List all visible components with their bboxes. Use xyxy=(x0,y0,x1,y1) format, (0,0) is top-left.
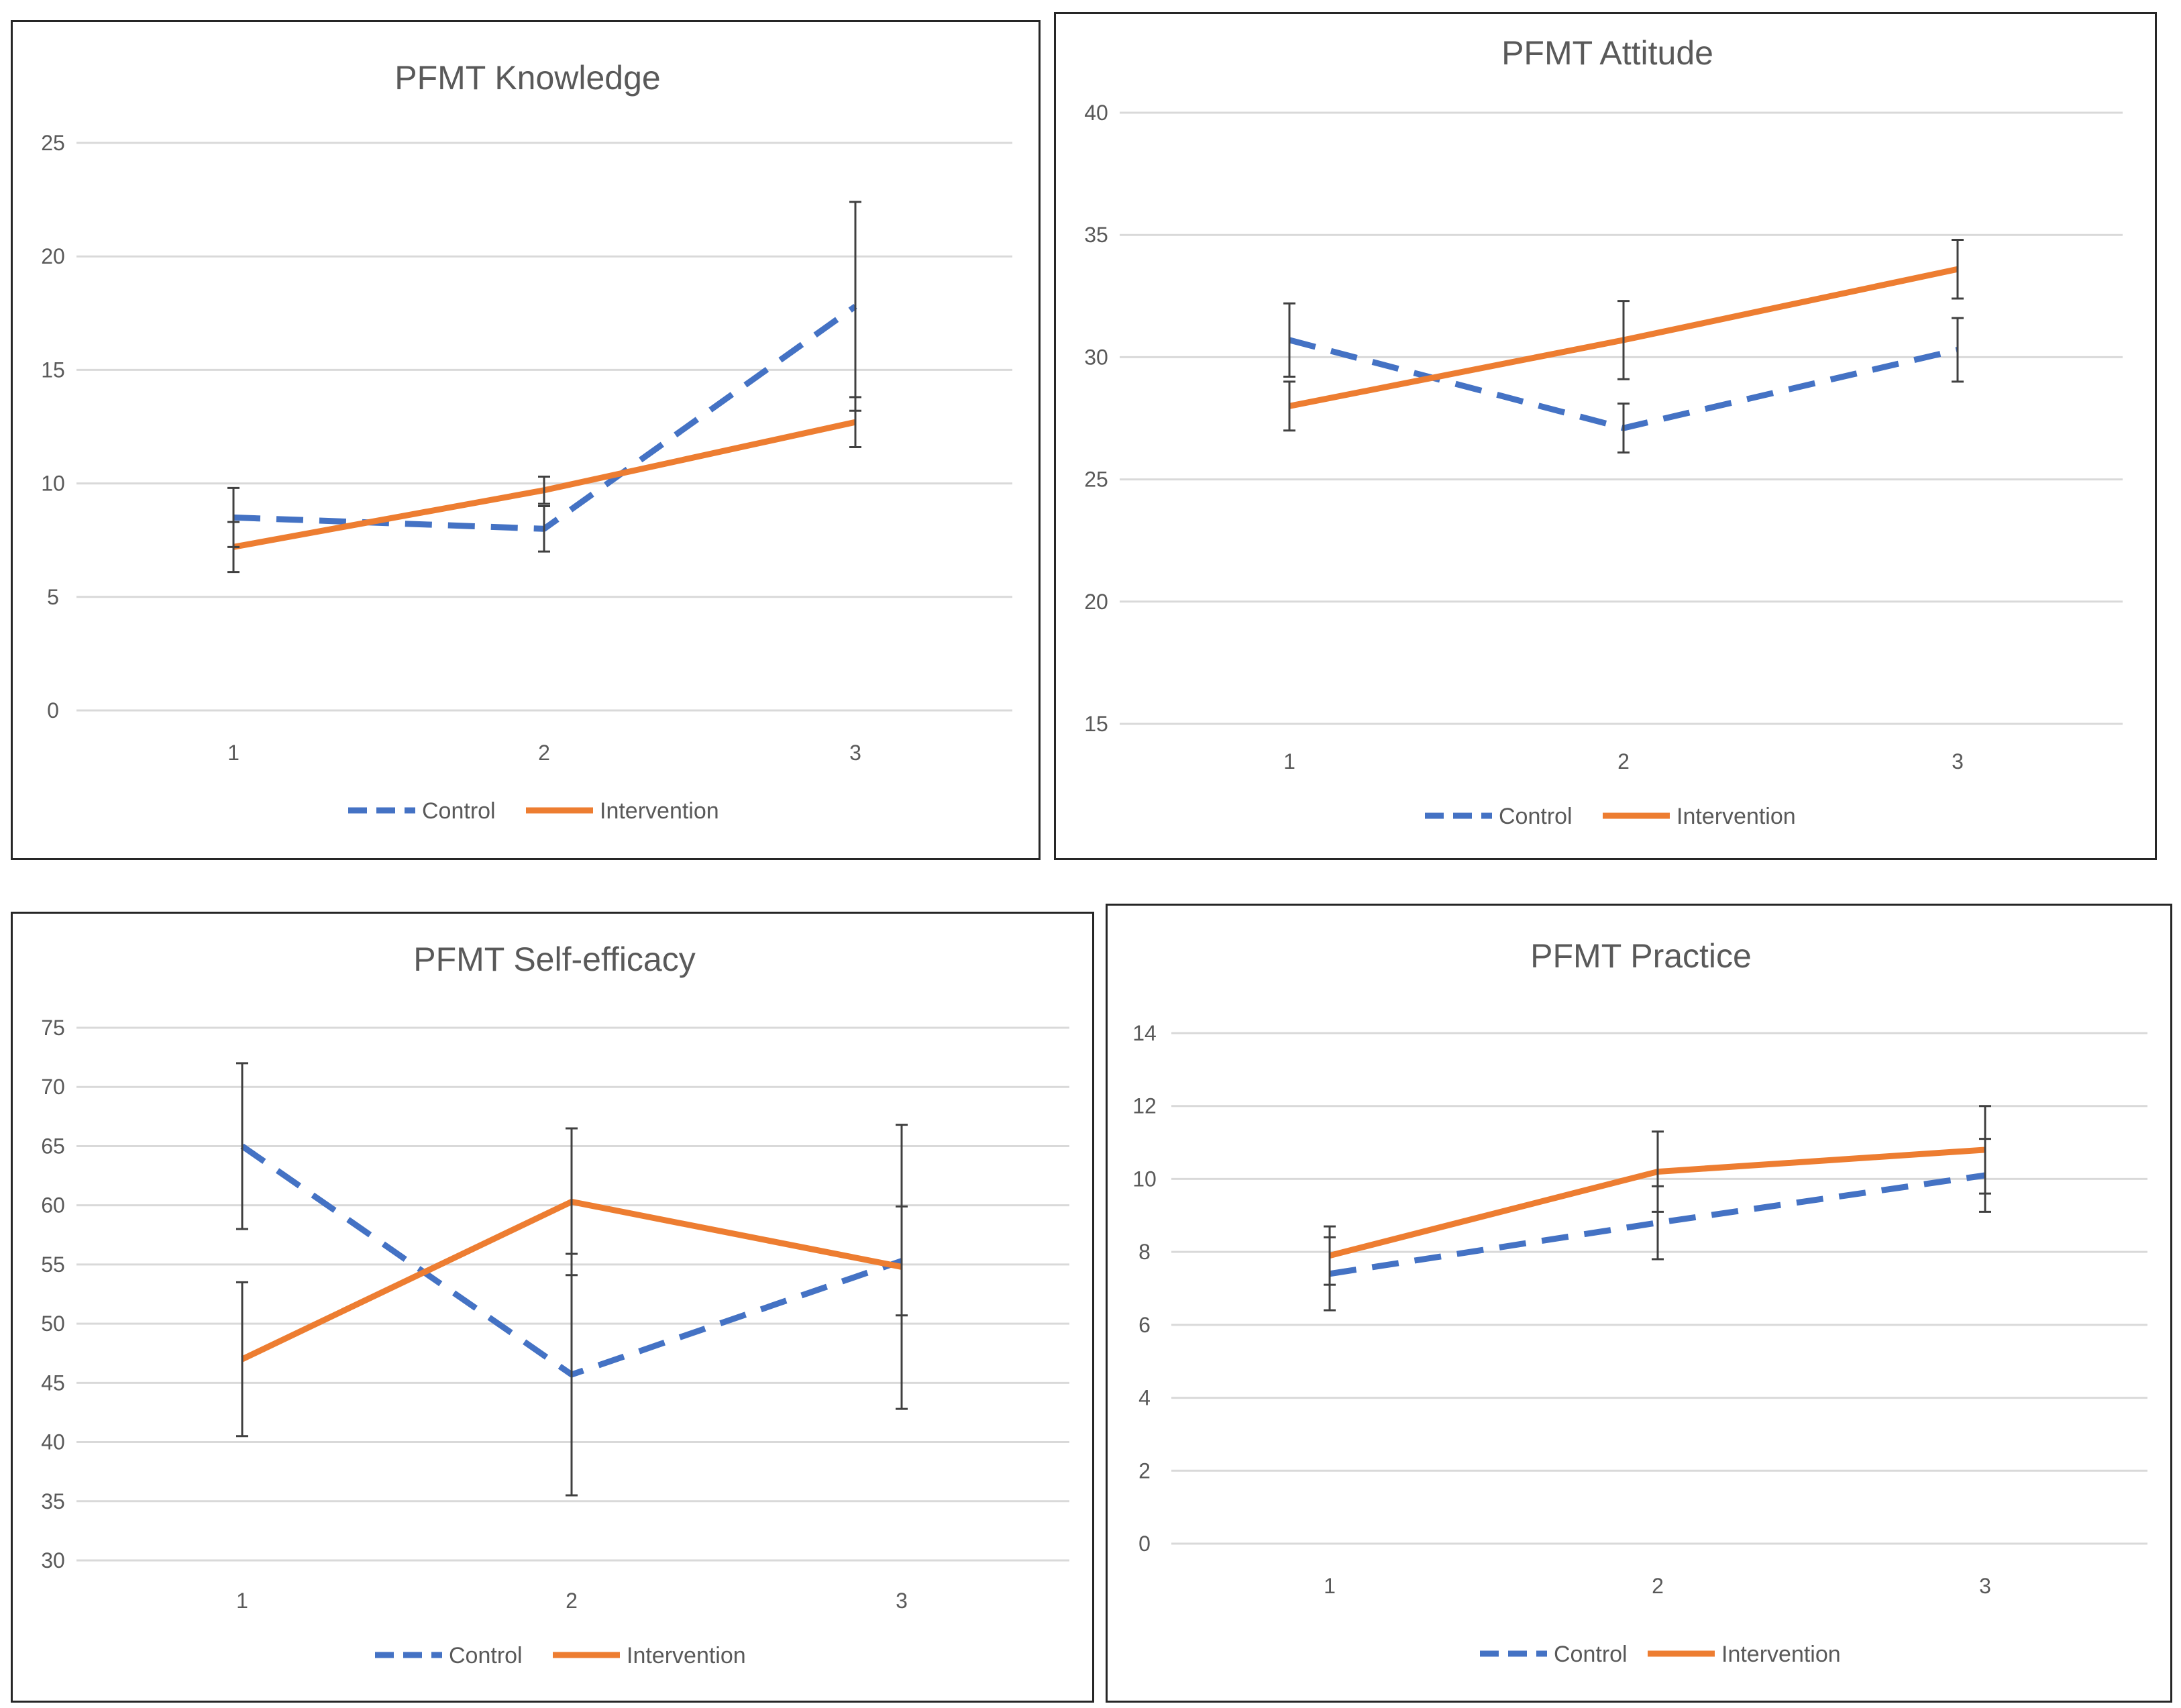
legend-label-intervention: Intervention xyxy=(1721,1642,1841,1667)
legend: Control Intervention xyxy=(1480,1642,1841,1667)
chart-title: PFMT Practice xyxy=(1530,937,1752,975)
y-tick-label: 40 xyxy=(1084,101,1108,125)
y-tick-label: 0 xyxy=(1138,1532,1151,1556)
y-tick-label: 35 xyxy=(1084,223,1108,247)
chart-panel-attitude: PFMT Attitude 15 20 25 30 35 40 1 2 3 Control Inter… xyxy=(1054,12,2157,860)
legend-label-intervention: Intervention xyxy=(1677,804,1796,829)
errorbar-control xyxy=(1283,302,1295,378)
errorbar-control xyxy=(236,1062,248,1230)
legend-label-control: Control xyxy=(449,1643,523,1668)
errorbar-intervention xyxy=(849,396,861,448)
x-tick-label: 3 xyxy=(849,741,861,765)
legend-label-control: Control xyxy=(1554,1642,1628,1667)
y-tick-label: 8 xyxy=(1138,1240,1151,1264)
y-tick-label: 35 xyxy=(41,1489,65,1513)
chart-panel-practice: PFMT Practice 0 2 4 6 8 10 12 14 1 2 3 Control Interv… xyxy=(1106,904,2172,1703)
legend: Control Intervention xyxy=(1425,804,1796,829)
errorbar-control xyxy=(538,504,550,553)
x-tick-label: 3 xyxy=(896,1589,908,1613)
x-tick-label: 3 xyxy=(1979,1574,1991,1598)
x-tick-label: 2 xyxy=(566,1589,578,1613)
y-tick-label: 20 xyxy=(41,244,65,268)
x-tick-label: 2 xyxy=(1652,1574,1664,1598)
y-tick-label: 5 xyxy=(47,585,59,609)
y-tick-label: 55 xyxy=(41,1252,65,1277)
errorbar-control xyxy=(1952,317,1964,383)
y-tick-label: 65 xyxy=(41,1134,65,1158)
y-tick-label: 75 xyxy=(41,1016,65,1040)
y-tick-label: 25 xyxy=(41,131,65,155)
chart-panel-knowledge: PFMT Knowledge 0 5 10 15 20 25 1 2 3 Control Interv… xyxy=(11,20,1041,860)
y-tick-label: 30 xyxy=(1084,345,1108,369)
errorbar-control xyxy=(1617,403,1630,454)
errorbar-intervention xyxy=(1952,238,1964,300)
y-tick-label: 15 xyxy=(41,358,65,382)
chart-svg: PFMT Knowledge 0 5 10 15 20 25 1 2 3 Control Interv… xyxy=(41,59,1012,824)
y-tick-label: 12 xyxy=(1132,1094,1157,1118)
x-tick-label: 1 xyxy=(227,741,240,765)
chart-panel-self-efficacy: PFMT Self-efficacy 30 35 40 45 50 55 60 65 70 75 1 2… xyxy=(11,912,1094,1703)
y-tick-label: 30 xyxy=(41,1548,65,1572)
errorbar-intervention xyxy=(236,1281,248,1438)
legend-label-control: Control xyxy=(422,798,496,824)
errorbar-intervention xyxy=(1652,1130,1664,1213)
y-tick-label: 45 xyxy=(41,1371,65,1395)
chart-svg: PFMT Self-efficacy 30 35 40 45 50 55 60 65 70 75 1 2… xyxy=(41,941,1069,1668)
x-tick-label: 1 xyxy=(1283,749,1295,773)
legend: Control Intervention xyxy=(375,1643,746,1668)
y-tick-label: 0 xyxy=(47,698,59,723)
errorbar-intervention xyxy=(566,1127,578,1277)
y-tick-label: 10 xyxy=(41,472,65,496)
y-tick-label: 14 xyxy=(1132,1021,1157,1045)
legend-label-control: Control xyxy=(1499,804,1573,829)
y-tick-label: 60 xyxy=(41,1193,65,1218)
series-line-control xyxy=(1329,1172,1986,1277)
chart-title: PFMT Self-efficacy xyxy=(413,941,695,978)
errorbar-intervention xyxy=(227,521,240,574)
y-tick-label: 15 xyxy=(1084,712,1108,736)
errorbar-intervention xyxy=(1283,380,1295,432)
x-tick-label: 2 xyxy=(538,741,550,765)
errorbar-intervention xyxy=(896,1124,908,1410)
chart-svg: PFMT Attitude 15 20 25 30 35 40 1 2 3 Control Inter… xyxy=(1084,34,2123,829)
errorbar-intervention xyxy=(1324,1225,1336,1286)
legend-label-intervention: Intervention xyxy=(627,1643,746,1668)
y-tick-label: 20 xyxy=(1084,590,1108,614)
errorbar-intervention xyxy=(1617,300,1630,380)
y-tick-label: 10 xyxy=(1132,1167,1157,1191)
legend-label-intervention: Intervention xyxy=(600,798,719,824)
y-tick-label: 70 xyxy=(41,1075,65,1099)
y-tick-label: 6 xyxy=(1138,1313,1151,1337)
x-tick-label: 2 xyxy=(1617,749,1630,773)
x-tick-label: 1 xyxy=(1324,1574,1336,1598)
y-tick-label: 4 xyxy=(1138,1386,1151,1410)
x-tick-label: 3 xyxy=(1952,749,1964,773)
x-tick-label: 1 xyxy=(236,1589,248,1613)
y-tick-label: 2 xyxy=(1138,1458,1151,1483)
errorbar-intervention xyxy=(1979,1105,1991,1195)
errorbar-intervention xyxy=(538,475,550,505)
y-tick-label: 50 xyxy=(41,1312,65,1336)
legend: Control Intervention xyxy=(348,798,719,824)
y-tick-label: 40 xyxy=(41,1430,65,1454)
chart-title: PFMT Attitude xyxy=(1501,34,1713,72)
y-tick-label: 25 xyxy=(1084,468,1108,492)
chart-title: PFMT Knowledge xyxy=(394,59,660,97)
